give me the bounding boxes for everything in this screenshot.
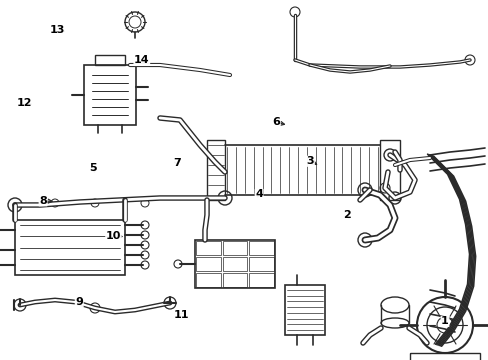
Text: 10: 10: [105, 231, 121, 241]
Bar: [222, 273, 247, 287]
Bar: [222, 257, 247, 271]
Text: 8: 8: [39, 196, 47, 206]
Bar: [195, 240, 274, 288]
Text: 4: 4: [255, 189, 263, 199]
Bar: [206, 140, 224, 200]
Bar: [196, 257, 220, 271]
Text: 5: 5: [89, 163, 97, 174]
Bar: [196, 241, 220, 255]
Text: 9: 9: [75, 297, 83, 307]
Bar: [84, 65, 136, 125]
Bar: [409, 353, 479, 360]
Bar: [222, 241, 247, 255]
Bar: [249, 241, 273, 255]
Text: 12: 12: [17, 98, 32, 108]
Text: 2: 2: [343, 210, 350, 220]
Text: 7: 7: [173, 158, 181, 168]
Text: 13: 13: [50, 24, 65, 35]
Bar: [379, 140, 399, 200]
Text: 3: 3: [306, 156, 314, 166]
Bar: [249, 257, 273, 271]
Bar: [15, 220, 125, 275]
Text: 6: 6: [272, 117, 280, 127]
Bar: [196, 273, 220, 287]
Bar: [285, 285, 325, 335]
Text: 14: 14: [134, 55, 149, 66]
Text: 11: 11: [174, 310, 189, 320]
Bar: [95, 55, 125, 65]
Bar: [249, 273, 273, 287]
Text: 1: 1: [440, 316, 448, 327]
